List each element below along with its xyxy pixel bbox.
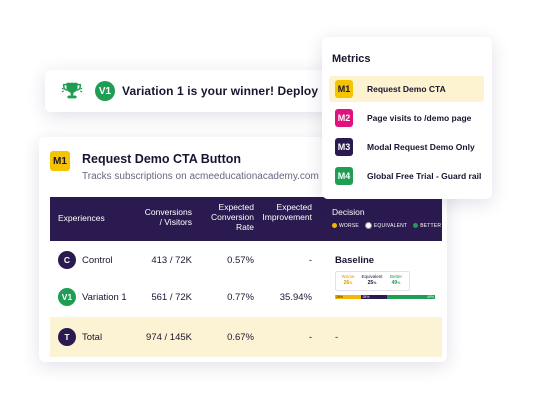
row-conversions: 561 / 72K: [151, 292, 192, 303]
header-expected-improvement: Expected Improvement: [262, 202, 312, 222]
trophy-icon: [61, 82, 83, 99]
winner-message: Variation 1 is your winner! Deploy it no…: [122, 84, 360, 98]
row-name: Variation 1: [82, 292, 127, 303]
legend-better: BETTER: [413, 222, 441, 229]
metric-item-m4[interactable]: M4 Global Free Trial - Guard rail: [329, 163, 484, 189]
metrics-title: Metrics: [332, 53, 371, 65]
row-improvement: -: [308, 332, 312, 343]
metrics-panel: Metrics M1 Request Demo CTA M2 Page visi…: [322, 37, 492, 199]
bar-better: 49%: [386, 295, 435, 299]
header-experiences: Experiences: [58, 213, 105, 223]
table-row-variation-1[interactable]: V1 Variation 1 561 / 72K 0.77% 35.94%: [50, 279, 442, 316]
row-conversions: 974 / 145K: [146, 332, 192, 343]
metric-item-m3[interactable]: M3 Modal Request Demo Only: [329, 134, 484, 160]
metric-item-m1[interactable]: M1 Request Demo CTA: [329, 76, 484, 102]
legend-equivalent: EQUIVALENT: [364, 222, 407, 229]
winner-variation-badge: V1: [95, 81, 115, 101]
row-conversions: 413 / 72K: [151, 255, 192, 266]
row-improvement: 35.94%: [279, 292, 312, 303]
bar-equivalent: 25%: [361, 295, 387, 299]
metric-item-badge: M3: [335, 138, 353, 156]
row-name: Total: [82, 332, 103, 343]
row-decision: -: [335, 332, 339, 343]
row-badge: T: [58, 328, 76, 346]
decision-breakdown: Worse 26% Equivalent 25% Better 49%: [335, 271, 410, 291]
metric-item-label: Global Free Trial - Guard rail: [367, 171, 482, 181]
metric-item-badge: M1: [335, 80, 353, 98]
table-row-control[interactable]: C Control 413 / 72K 0.57% - Baseline: [50, 242, 442, 279]
legend-worse: WORSE: [332, 222, 359, 229]
decision-legend: WORSE EQUIVALENT BETTER: [332, 222, 441, 229]
metric-item-m2[interactable]: M2 Page visits to /demo page: [329, 105, 484, 131]
metric-subtitle: Tracks subscriptions on acmeeducationaca…: [82, 171, 319, 182]
row-name: Control: [82, 255, 113, 266]
row-rate: 0.67%: [227, 332, 254, 343]
breakdown-worse: Worse 26%: [341, 274, 355, 286]
metric-report-card: M1 Request Demo CTA Button Tracks subscr…: [39, 137, 447, 362]
row-badge: C: [58, 251, 76, 269]
bar-worse: 26%: [335, 295, 362, 299]
metric-item-badge: M2: [335, 109, 353, 127]
row-rate: 0.57%: [227, 255, 254, 266]
table-header: Experiences Conversions / Visitors Expect…: [50, 197, 442, 241]
metric-badge: M1: [50, 151, 70, 171]
row-decision: Baseline: [335, 255, 375, 266]
header-conversions: Conversions / Visitors: [144, 207, 192, 227]
metric-item-label: Request Demo CTA: [367, 84, 446, 94]
header-expected-conversion-rate: Expected Conversion Rate: [211, 202, 254, 232]
table-row-total[interactable]: T Total 974 / 145K 0.67% - -: [50, 317, 442, 357]
row-badge: V1: [58, 288, 76, 306]
header-decision: Decision: [332, 207, 365, 217]
metric-item-badge: M4: [335, 167, 353, 185]
metric-title: Request Demo CTA Button: [82, 152, 242, 166]
decision-bar: 26% 25% 49%: [335, 295, 435, 299]
metric-item-label: Modal Request Demo Only: [367, 142, 475, 152]
breakdown-equivalent: Equivalent 25%: [361, 274, 383, 286]
row-rate: 0.77%: [227, 292, 254, 303]
breakdown-better: Better 49%: [389, 274, 402, 286]
row-improvement: -: [308, 255, 312, 266]
winner-banner: V1 Variation 1 is your winner! Deploy it…: [45, 70, 360, 112]
metric-item-label: Page visits to /demo page: [367, 113, 472, 123]
